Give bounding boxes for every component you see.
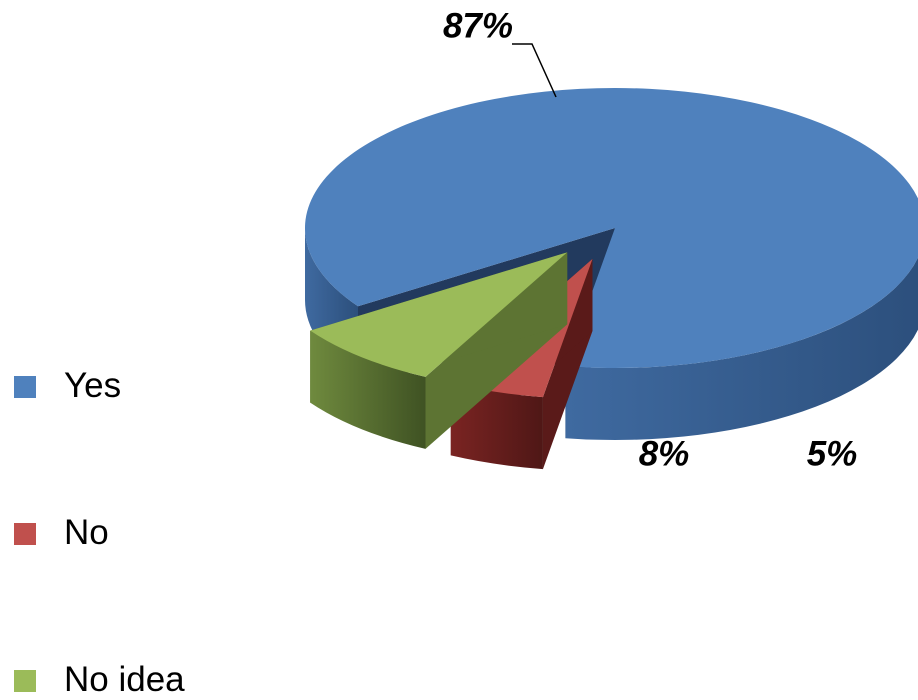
slice-no-idea[interactable] [310,252,568,449]
data-label-no-idea: 8% [639,434,690,473]
leader-line-yes [512,43,557,98]
slice-no-idea-top [310,252,568,377]
legend-swatch-no-idea [14,670,36,692]
legend-label-no: No [64,513,109,552]
legend-swatch-no [14,523,36,545]
legend-label-no-idea: No idea [64,660,185,699]
slice-yes-top [305,88,918,368]
legend-label-yes: Yes [64,366,122,405]
data-label-yes: 87% [443,6,513,45]
data-label-no: 5% [807,434,858,473]
slice-no-idea-side [310,330,426,449]
slice-yes-side [565,257,918,440]
legend-swatch-yes [14,376,36,398]
